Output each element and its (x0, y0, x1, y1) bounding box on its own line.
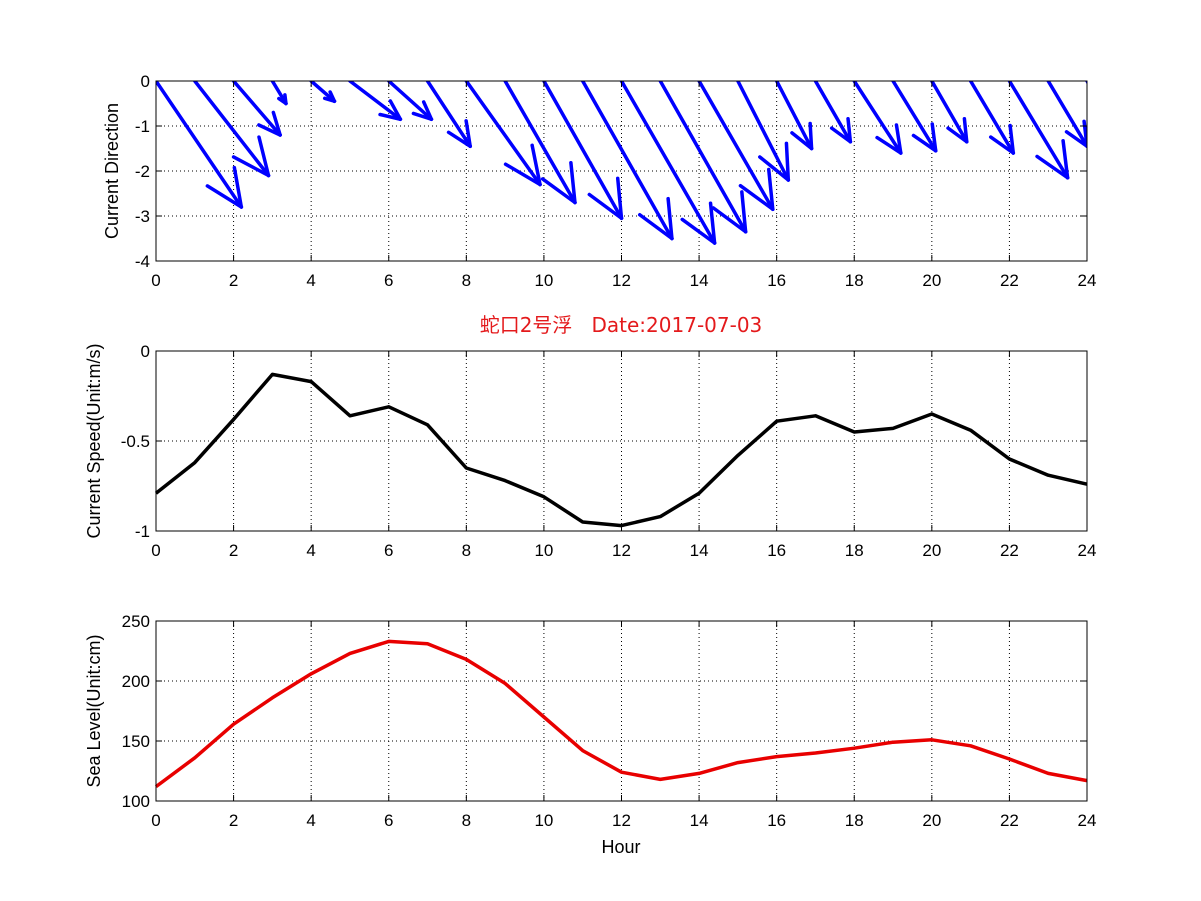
current-speed-ticks: 0 2 4 6 8 10 12 14 16 18 20 22 240-0.5-1 (121, 342, 1097, 560)
quiver-arrow (231, 81, 282, 137)
current-speed-xtick-label: 8 (462, 541, 471, 560)
current-direction-xtick-label: 22 (1000, 271, 1019, 290)
current-direction-ytick-label: -3 (135, 207, 150, 226)
quiver-arrow (852, 81, 903, 155)
quiver-arrow (193, 81, 271, 178)
current-direction-ytick-label: -4 (135, 252, 150, 271)
sea-level-line (154, 639, 1088, 789)
current-speed-xtick-label: 2 (229, 541, 238, 560)
current-speed-xtick-label: 14 (690, 541, 709, 560)
quiver-arrow (156, 81, 244, 209)
current-speed-xtick-label: 10 (534, 541, 553, 560)
current-direction-xtick-label: 2 (229, 271, 238, 290)
sea-level-ytick-label: 150 (122, 732, 150, 751)
current-speed-xtick-label: 4 (306, 541, 315, 560)
quiver-arrow (387, 81, 434, 121)
quiver-arrow (968, 81, 1016, 155)
quiver-arrow (503, 81, 577, 205)
quiver-arrow (813, 81, 853, 144)
quiver-arrow (580, 81, 674, 241)
current-direction-xtick-label: 14 (690, 271, 709, 290)
quiver-arrow (270, 81, 288, 106)
quiver-arrow (658, 81, 748, 234)
sea-level-xlabel: Hour (601, 837, 640, 857)
current-direction-ytick-label: -1 (135, 117, 150, 136)
current-speed-panel: 0 2 4 6 8 10 12 14 16 18 20 22 240-0.5-1 Current Spe… (84, 313, 1096, 560)
quiver-arrow (619, 81, 717, 245)
sea-level-xtick-label: 2 (229, 811, 238, 830)
sea-level-xtick-label: 18 (845, 811, 864, 830)
current-speed-xtick-label: 20 (922, 541, 941, 560)
current-speed-xtick-label: 22 (1000, 541, 1019, 560)
current-speed-ylabel: Current Speed(Unit:m/s) (84, 343, 104, 538)
quiver-arrow (542, 81, 624, 220)
quiver-arrow (697, 81, 775, 211)
quiver-arrow (425, 81, 472, 148)
current-direction-xtick-label: 16 (767, 271, 786, 290)
current-direction-xtick-label: 20 (922, 271, 941, 290)
quiver-arrows (156, 81, 1087, 245)
sea-level-ytick-label: 200 (122, 672, 150, 691)
current-direction-xtick-label: 6 (384, 271, 393, 290)
current-direction-xtick-label: 24 (1078, 271, 1097, 290)
current-speed-ytick-label: 0 (141, 342, 150, 361)
current-direction-xtick-label: 12 (612, 271, 631, 290)
current-direction-xtick-label: 4 (306, 271, 315, 290)
current-direction-ytick-label: 0 (141, 72, 150, 91)
sea-level-xtick-label: 20 (922, 811, 941, 830)
current-speed-xtick-label: 12 (612, 541, 631, 560)
sea-level-xtick-label: 14 (690, 811, 709, 830)
current-speed-xtick-label: 24 (1078, 541, 1097, 560)
current-direction-xtick-label: 8 (462, 271, 471, 290)
sea-level-ytick-label: 250 (122, 612, 150, 631)
quiver-arrow (930, 81, 969, 144)
sea-level-ytick-label: 100 (122, 792, 150, 811)
quiver-arrow (736, 81, 791, 182)
current-speed-xtick-label: 0 (151, 541, 160, 560)
current-direction-vectors (156, 81, 1087, 245)
quiver-arrow (309, 81, 337, 103)
current-speed-ytick-label: -0.5 (121, 432, 150, 451)
sea-level-xtick-label: 0 (151, 811, 160, 830)
quiver-arrow (464, 81, 542, 187)
current-direction-ticks: 0 2 4 6 8 10 12 14 16 18 20 22 240-1-2-3-4 (135, 72, 1097, 290)
sea-level-xtick-label: 16 (767, 811, 786, 830)
sea-level-xtick-label: 12 (612, 811, 631, 830)
chart-title: 蛇口2号浮 Date:2017-07-03 (480, 313, 763, 337)
current-direction-ylabel: Current Direction (102, 103, 122, 239)
quiver-arrow (891, 81, 938, 153)
quiver-arrow (1007, 81, 1070, 180)
current-speed-xtick-label: 18 (845, 541, 864, 560)
current-speed-xtick-label: 6 (384, 541, 393, 560)
current-speed-xtick-label: 16 (767, 541, 786, 560)
sea-level-xtick-label: 8 (462, 811, 471, 830)
sea-level-ylabel: Sea Level(Unit:cm) (84, 634, 104, 787)
current-direction-xtick-label: 10 (534, 271, 553, 290)
current-direction-xtick-label: 0 (151, 271, 160, 290)
current-direction-panel: 0 2 4 6 8 10 12 14 16 18 20 22 240-1-2-3-4 Current D… (102, 72, 1097, 290)
sea-level-xtick-label: 4 (306, 811, 315, 830)
quiver-arrow (348, 81, 403, 121)
sea-level-xtick-label: 10 (534, 811, 553, 830)
current-direction-xtick-label: 18 (845, 271, 864, 290)
sea-level-xtick-label: 22 (1000, 811, 1019, 830)
current-speed-ytick-label: -1 (135, 522, 150, 541)
quiver-arrow (774, 81, 814, 151)
sea-level-xtick-label: 6 (384, 811, 393, 830)
sea-level-xtick-label: 24 (1078, 811, 1097, 830)
current-direction-ytick-label: -2 (135, 162, 150, 181)
